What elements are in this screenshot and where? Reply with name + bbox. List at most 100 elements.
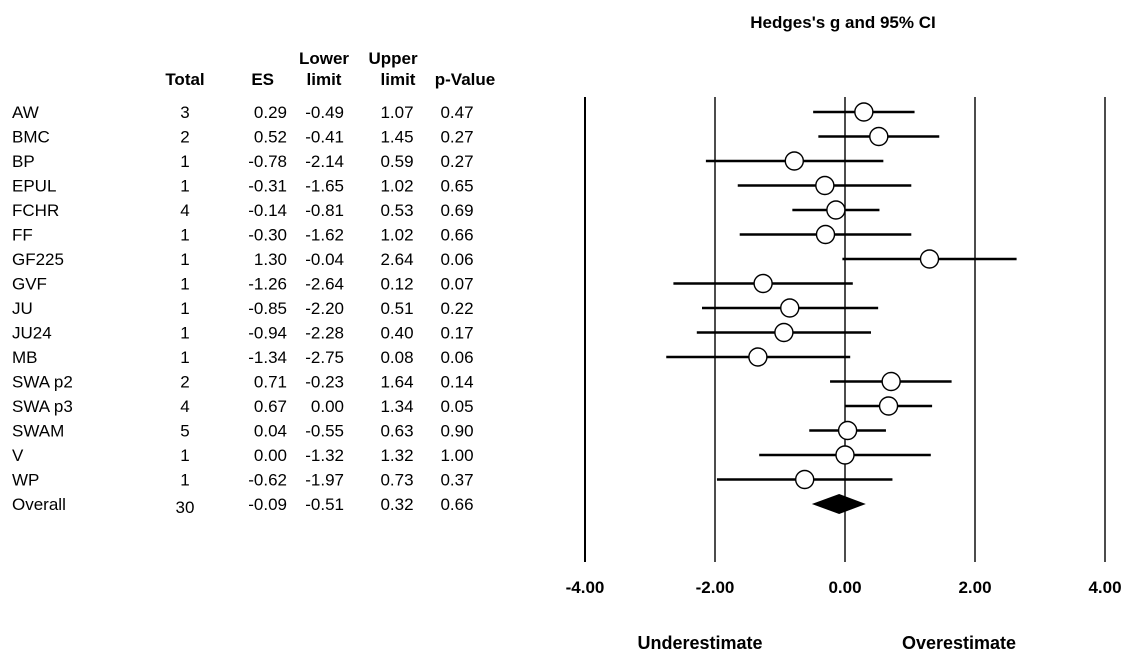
- row-label-swa-p3: SWA p3: [12, 397, 73, 416]
- row-lower-mb: -2.75: [305, 348, 344, 367]
- row-total-fchr: 4: [180, 201, 189, 220]
- x-axis-ticks: -4.00 -2.00 0.00 2.00 4.00: [566, 578, 1122, 597]
- row-es-fchr: -0.14: [248, 201, 287, 220]
- row-upper-aw: 1.07: [380, 103, 413, 122]
- row-lower-gf225: -0.04: [305, 250, 344, 269]
- overestimate-label: Overestimate: [902, 633, 1016, 653]
- row-lower-swa-p2: -0.23: [305, 373, 344, 392]
- header-total: Total: [165, 70, 204, 89]
- row-p-aw: 0.47: [440, 103, 473, 122]
- row-upper-v: 1.32: [380, 446, 413, 465]
- point-bp: [784, 151, 804, 171]
- row-p-swa-p2: 0.14: [440, 373, 473, 392]
- row-label-bp: BP: [12, 152, 35, 171]
- row-total-swam: 5: [180, 422, 189, 441]
- row-es-ff: -0.30: [248, 226, 287, 245]
- row-label-ju24: JU24: [12, 324, 52, 343]
- row-p-ju24: 0.17: [440, 324, 473, 343]
- point-ff: [815, 224, 836, 245]
- row-total-aw: 3: [180, 103, 189, 122]
- row-label-v: V: [12, 446, 24, 465]
- chart-title: Hedges's g and 95% CI: [750, 13, 935, 32]
- header-es: ES: [251, 70, 274, 89]
- row-upper-bmc: 1.45: [380, 128, 413, 147]
- row-label-bmc: BMC: [12, 128, 50, 147]
- row-lower-ff: -1.62: [305, 226, 344, 245]
- row-lower-fchr: -0.81: [305, 201, 344, 220]
- row-upper-swa-p2: 1.64: [380, 373, 413, 392]
- row-p-gvf: 0.07: [440, 275, 473, 294]
- header-upper-top: Upper: [368, 49, 418, 68]
- row-p-v: 1.00: [440, 446, 473, 465]
- row-label-aw: AW: [12, 103, 39, 122]
- row-es-ju: -0.85: [248, 299, 287, 318]
- row-total-swa-p2: 2: [180, 373, 189, 392]
- header-lower-top: Lower: [299, 49, 349, 68]
- point-wp: [795, 469, 815, 490]
- row-p-mb: 0.06: [440, 348, 473, 367]
- row-total-overall: 30: [176, 498, 195, 517]
- row-p-ff: 0.66: [440, 226, 473, 245]
- row-es-wp: -0.62: [248, 471, 287, 490]
- row-upper-ju24: 0.40: [380, 324, 413, 343]
- row-p-swa-p3: 0.05: [440, 397, 473, 416]
- point-bmc: [869, 126, 889, 147]
- row-es-swam: 0.04: [254, 422, 287, 441]
- header-p-value: p-Value: [435, 70, 495, 89]
- row-total-bp: 1: [180, 152, 189, 171]
- x-tick-label: 2.00: [958, 578, 991, 597]
- row-label-ju: JU: [12, 299, 33, 318]
- row-p-gf225: 0.06: [440, 250, 473, 269]
- row-p-swam: 0.90: [440, 422, 473, 441]
- point-ju24: [774, 322, 794, 343]
- row-label-swam: SWAM: [12, 422, 64, 441]
- row-lower-overall: -0.51: [305, 495, 344, 514]
- row-es-bp: -0.78: [248, 152, 287, 171]
- row-lower-bmc: -0.41: [305, 128, 344, 147]
- point-gf225: [919, 249, 940, 269]
- row-es-gvf: -1.26: [248, 275, 287, 294]
- row-total-ju: 1: [180, 299, 189, 318]
- row-total-v: 1: [180, 446, 189, 465]
- row-label-gvf: GVF: [12, 275, 47, 294]
- row-lower-ju: -2.20: [305, 299, 344, 318]
- row-es-swa-p2: 0.71: [254, 373, 287, 392]
- reference-lines: [714, 97, 1106, 562]
- column-headers: Total ES Lower limit Upper limit p-Value: [165, 49, 495, 89]
- row-lower-swam: -0.55: [305, 422, 344, 441]
- x-tick-label: -2.00: [696, 578, 735, 597]
- row-p-epul: 0.65: [440, 177, 473, 196]
- row-es-v: 0.00: [254, 446, 287, 465]
- row-total-swa-p3: 4: [180, 397, 189, 416]
- row-lower-aw: -0.49: [305, 103, 344, 122]
- row-es-gf225: 1.30: [254, 250, 287, 269]
- point-aw: [854, 102, 874, 122]
- row-upper-ff: 1.02: [380, 226, 413, 245]
- row-total-wp: 1: [180, 471, 189, 490]
- header-upper-bottom: limit: [381, 70, 416, 89]
- plot-area: [584, 97, 1106, 562]
- row-es-overall: -0.09: [248, 495, 287, 514]
- x-tick-label: 0.00: [828, 578, 861, 597]
- row-es-epul: -0.31: [248, 177, 287, 196]
- row-upper-swam: 0.63: [380, 422, 413, 441]
- row-total-mb: 1: [180, 348, 189, 367]
- row-upper-fchr: 0.53: [380, 201, 413, 220]
- row-es-ju24: -0.94: [248, 324, 287, 343]
- row-total-gvf: 1: [180, 275, 189, 294]
- row-lower-v: -1.32: [305, 446, 344, 465]
- row-label-swa-p2: SWA p2: [12, 373, 73, 392]
- point-gvf: [753, 273, 773, 294]
- point-fchr: [826, 200, 846, 220]
- row-total-gf225: 1: [180, 250, 189, 269]
- row-upper-overall: 0.32: [380, 495, 413, 514]
- point-swa-p3: [878, 396, 899, 416]
- row-upper-gf225: 2.64: [380, 250, 413, 269]
- row-es-swa-p3: 0.67: [254, 397, 287, 416]
- row-es-aw: 0.29: [254, 103, 287, 122]
- row-upper-wp: 0.73: [380, 471, 413, 490]
- row-lower-ju24: -2.28: [305, 324, 344, 343]
- row-label-fchr: FCHR: [12, 201, 59, 220]
- row-upper-epul: 1.02: [380, 177, 413, 196]
